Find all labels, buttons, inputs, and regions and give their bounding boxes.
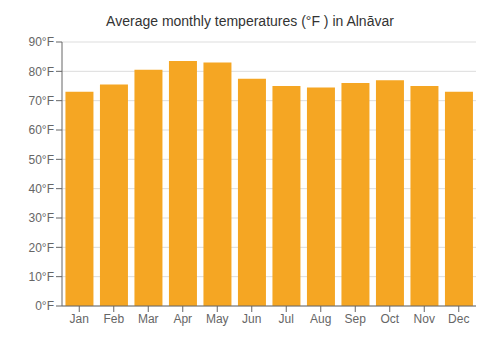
html-text:Average monthly temperatures (: Average monthly temperatures (°F ) in Al…	[106, 13, 394, 29]
svg-text:Mar: Mar	[138, 312, 159, 326]
svg-text:20°F: 20°F	[29, 241, 54, 255]
svg-text:70°F: 70°F	[29, 94, 54, 108]
svg-text:10°F: 10°F	[29, 270, 54, 284]
svg-text:Jan: Jan	[70, 312, 89, 326]
svg-text:90°F: 90°F	[29, 35, 54, 49]
svg-text:80°F: 80°F	[29, 65, 54, 79]
svg-text:0°F: 0°F	[35, 299, 54, 313]
svg-text:60°F: 60°F	[29, 123, 54, 137]
svg-text:Oct: Oct	[380, 312, 399, 326]
svg-text:Jun: Jun	[242, 312, 261, 326]
svg-text:Nov: Nov	[414, 312, 435, 326]
svg-text:Jul: Jul	[279, 312, 294, 326]
svg-text:Feb: Feb	[103, 312, 124, 326]
svg-text:30°F: 30°F	[29, 211, 54, 225]
svg-text:40°F: 40°F	[29, 182, 54, 196]
svg-text:50°F: 50°F	[29, 153, 54, 167]
svg-text:Dec: Dec	[448, 312, 469, 326]
svg-text:Apr: Apr	[173, 312, 192, 326]
svg-text:May: May	[206, 312, 229, 326]
svg-text:Sep: Sep	[345, 312, 367, 326]
svg-text:Aug: Aug	[310, 312, 331, 326]
